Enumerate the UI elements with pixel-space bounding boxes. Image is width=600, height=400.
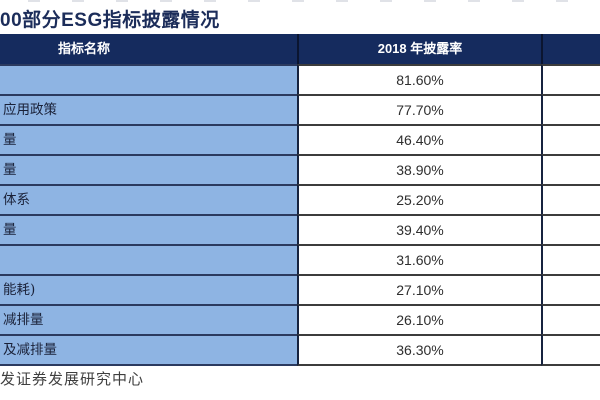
table-row-indicator: 应用政策 (0, 94, 297, 124)
column-header-indicator: 指标名称 (0, 34, 297, 64)
table-row-indicator: 量 (0, 154, 297, 184)
table-row-rate: 39.40% (297, 214, 541, 244)
table-row-indicator (0, 244, 297, 274)
esg-disclosure-table: 指标名称 2018 年披露率 81.60% 应用政策 77.70% 量 46.4… (0, 34, 600, 368)
column-header-indicator-label: 指标名称 (57, 41, 110, 56)
table-grid: 指标名称 2018 年披露率 81.60% 应用政策 77.70% 量 46.4… (0, 34, 600, 366)
table-row-indicator: 体系 (0, 184, 297, 214)
table-row-extra (541, 94, 600, 124)
table-row-extra (541, 154, 600, 184)
source-note: 发证券发展研究中心 (0, 370, 145, 388)
table-row-indicator (0, 64, 297, 94)
table-row-rate: 81.60% (297, 64, 541, 94)
column-header-extra (541, 34, 600, 64)
table-row-indicator: 量 (0, 214, 297, 244)
table-row-extra (541, 184, 600, 214)
table-row-rate: 38.90% (297, 154, 541, 184)
table-row-extra (541, 64, 600, 94)
table-row-extra (541, 244, 600, 274)
table-row-extra (541, 214, 600, 244)
table-row-extra (541, 124, 600, 154)
table-row-indicator: 减排量 (0, 304, 297, 334)
table-row-rate: 25.20% (297, 184, 541, 214)
table-row-extra (541, 274, 600, 304)
table-row-indicator: 及减排量 (0, 334, 297, 366)
table-row-rate: 27.10% (297, 274, 541, 304)
table-row-extra (541, 304, 600, 334)
table-title: 00部分ESG指标披露情况 (0, 10, 220, 31)
table-row-rate: 77.70% (297, 94, 541, 124)
table-row-extra (541, 334, 600, 366)
table-row-indicator: 量 (0, 124, 297, 154)
table-row-rate: 26.10% (297, 304, 541, 334)
table-row-indicator: 能耗) (0, 274, 297, 304)
clipped-text-remnant (28, 0, 573, 2)
table-row-rate: 31.60% (297, 244, 541, 274)
column-header-rate-2018: 2018 年披露率 (297, 34, 541, 64)
table-row-rate: 46.40% (297, 124, 541, 154)
table-row-rate: 36.30% (297, 334, 541, 366)
